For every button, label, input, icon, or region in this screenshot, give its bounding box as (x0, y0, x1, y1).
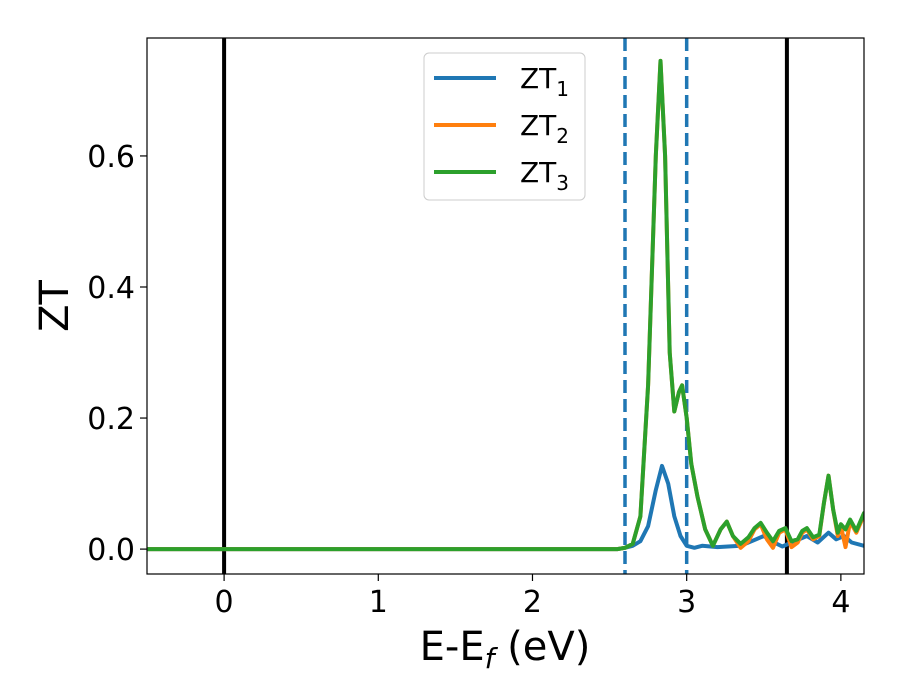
x-tick-label: 3 (677, 585, 696, 620)
series-lines (147, 58, 864, 552)
y-axis-label: ZT (32, 280, 78, 332)
legend-label-zt1: ZT1 (520, 62, 569, 101)
y-tick-label: 0.6 (87, 140, 135, 175)
reference-lines (222, 38, 789, 574)
x-tick-label: 0 (215, 585, 234, 620)
legend-label-zt2: ZT2 (520, 109, 569, 148)
y-tick-label: 0.4 (87, 271, 135, 306)
x-axis: 0 1 2 3 4 (215, 574, 850, 620)
x-tick-label: 2 (523, 585, 542, 620)
x-tick-label: 1 (369, 585, 388, 620)
x-tick-label: 4 (831, 585, 850, 620)
y-tick-label: 0.2 (87, 402, 135, 437)
x-axis-label: E-Ef (eV) (420, 624, 591, 675)
series-line-zt3 (147, 58, 864, 552)
series-line-zt1 (147, 463, 864, 552)
legend-label-zt3: ZT3 (520, 156, 569, 195)
y-tick-label: 0.0 (87, 533, 135, 568)
legend-box (423, 52, 586, 201)
plot-frame (146, 37, 865, 575)
y-axis: 0.0 0.2 0.4 0.6 (87, 140, 147, 568)
legend: ZT1 ZT2 ZT3 (423, 52, 586, 201)
